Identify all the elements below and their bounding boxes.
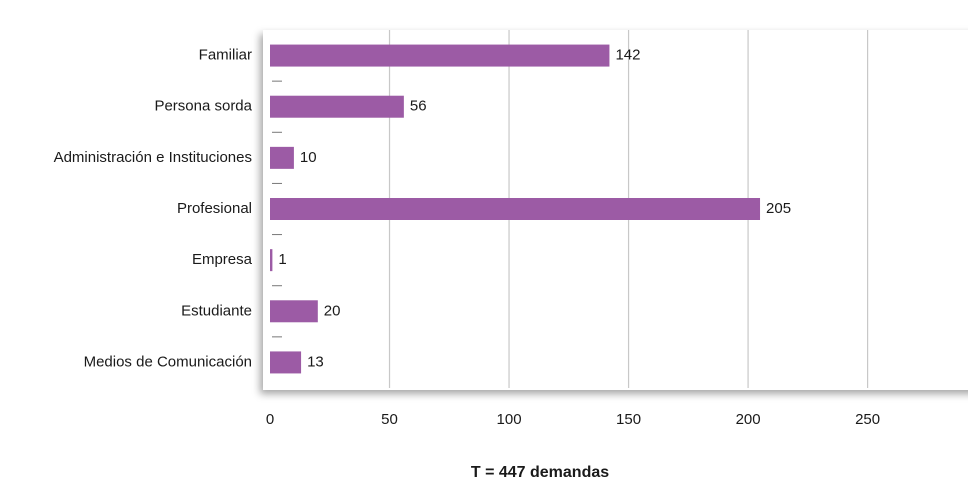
y-tick-label: Administración e Instituciones xyxy=(54,149,252,166)
value-label: 10 xyxy=(300,149,317,166)
y-tick-label: Empresa xyxy=(192,251,253,268)
x-tick-label: 50 xyxy=(381,411,398,428)
annotation: T = 447 demandas xyxy=(471,464,609,481)
bar xyxy=(270,95,404,118)
y-tick-label: Estudiante xyxy=(181,302,252,319)
x-tick-label: 0 xyxy=(266,411,274,428)
bar xyxy=(270,249,273,272)
bar xyxy=(270,198,761,220)
value-label: 205 xyxy=(766,200,791,217)
bar xyxy=(270,146,294,169)
y-tick-label: Medios de Comunicación xyxy=(84,353,252,370)
value-label: 13 xyxy=(307,353,324,370)
value-label: 142 xyxy=(615,47,640,64)
bar xyxy=(270,44,610,67)
x-tick-label: 250 xyxy=(855,411,880,428)
x-tick-label: 200 xyxy=(736,411,761,428)
bar xyxy=(270,351,302,374)
value-label: 1 xyxy=(278,251,286,268)
y-tick-label: Familiar xyxy=(199,47,252,64)
value-label: 20 xyxy=(324,302,341,319)
y-tick-label: Profesional xyxy=(177,200,252,217)
bar xyxy=(270,300,318,323)
y-tick-label: Persona sorda xyxy=(154,98,252,115)
value-label: 56 xyxy=(410,98,427,115)
x-tick-label: 100 xyxy=(497,411,522,428)
x-tick-label: 150 xyxy=(616,411,641,428)
